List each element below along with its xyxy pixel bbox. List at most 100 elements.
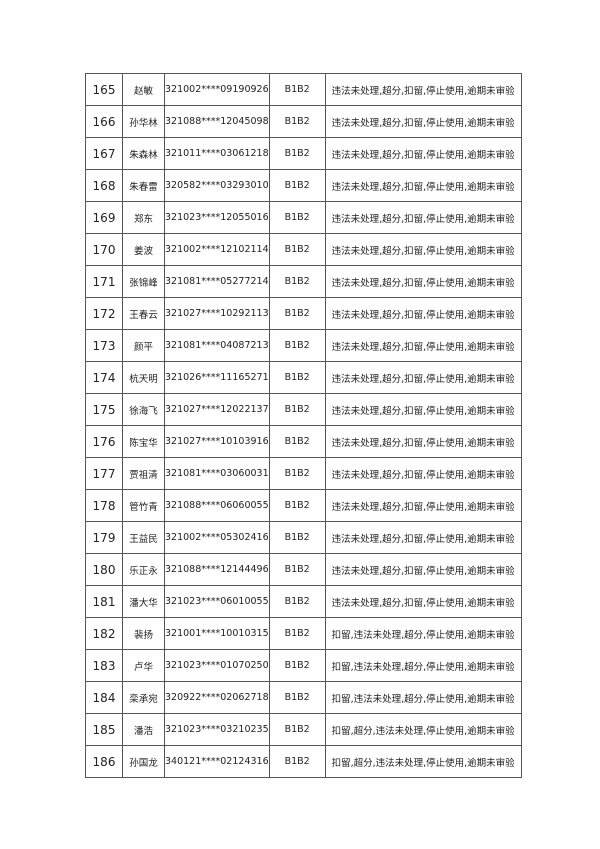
license-type-cell: B1B2 [268, 265, 326, 298]
name-cell: 徐海飞 [122, 393, 165, 426]
id-number-cell: 340121****02124316 [164, 745, 270, 778]
id-number-cell: 321088****06060055 [164, 489, 270, 522]
row-number: 170 [85, 233, 123, 266]
row-number: 186 [85, 745, 123, 778]
status-cell: 违法未处理,超分,扣留,停止使用,逾期未审验 [324, 105, 522, 138]
name-cell: 裴扬 [122, 617, 165, 650]
status-cell: 违法未处理,超分,扣留,停止使用,逾期未审验 [324, 521, 522, 554]
id-number-cell: 321023****01070250 [164, 649, 270, 682]
license-type-cell: B1B2 [268, 201, 326, 234]
license-type-cell: B1B2 [268, 329, 326, 362]
status-cell: 违法未处理,超分,扣留,停止使用,逾期未审验 [324, 265, 522, 298]
table-row: 165 赵敏 321002****09190926 B1B2 违法未处理,超分,扣留,停… [85, 73, 522, 106]
table-row: 174 杭天明 321026****11165271 B1B2 违法未处理,超分,扣留,… [85, 361, 522, 394]
table-row: 171 张锦峰 321081****05277214 B1B2 违法未处理,超分,扣留,… [85, 265, 522, 298]
license-type-cell: B1B2 [268, 457, 326, 490]
id-number-cell: 321002****09190926 [164, 73, 270, 106]
row-number: 171 [85, 265, 123, 298]
table-row: 175 徐海飞 321027****12022137 B1B2 违法未处理,超分,扣留,… [85, 393, 522, 426]
license-table: 165 赵敏 321002****09190926 B1B2 违法未处理,超分,扣留,停… [85, 73, 522, 778]
id-number-cell: 321011****03061218 [164, 137, 270, 170]
license-type-cell: B1B2 [268, 649, 326, 682]
status-cell: 违法未处理,超分,扣留,停止使用,逾期未审验 [324, 361, 522, 394]
table-row: 182 裴扬 321001****10010315 B1B2 扣留,违法未处理,超分,停… [85, 617, 522, 650]
license-type-cell: B1B2 [268, 521, 326, 554]
table-row: 172 王春云 321027****10292113 B1B2 违法未处理,超分,扣留,… [85, 297, 522, 330]
name-cell: 姜波 [122, 233, 165, 266]
name-cell: 栾承宛 [122, 681, 165, 714]
row-number: 165 [85, 73, 123, 106]
license-type-cell: B1B2 [268, 361, 326, 394]
row-number: 167 [85, 137, 123, 170]
status-cell: 违法未处理,超分,扣留,停止使用,逾期未审验 [324, 201, 522, 234]
id-number-cell: 321001****10010315 [164, 617, 270, 650]
license-type-cell: B1B2 [268, 425, 326, 458]
name-cell: 赵敏 [122, 73, 165, 106]
row-number: 179 [85, 521, 123, 554]
license-type-cell: B1B2 [268, 105, 326, 138]
license-type-cell: B1B2 [268, 617, 326, 650]
license-type-cell: B1B2 [268, 745, 326, 778]
name-cell: 卢华 [122, 649, 165, 682]
id-number-cell: 321081****03060031 [164, 457, 270, 490]
status-cell: 违法未处理,超分,扣留,停止使用,逾期未审验 [324, 585, 522, 618]
row-number: 182 [85, 617, 123, 650]
status-cell: 违法未处理,超分,扣留,停止使用,逾期未审验 [324, 233, 522, 266]
row-number: 185 [85, 713, 123, 746]
row-number: 176 [85, 425, 123, 458]
id-number-cell: 321088****12045098 [164, 105, 270, 138]
id-number-cell: 321027****10103916 [164, 425, 270, 458]
row-number: 180 [85, 553, 123, 586]
status-cell: 违法未处理,超分,扣留,停止使用,逾期未审验 [324, 329, 522, 362]
status-cell: 违法未处理,超分,扣留,停止使用,逾期未审验 [324, 457, 522, 490]
row-number: 175 [85, 393, 123, 426]
name-cell: 王益民 [122, 521, 165, 554]
status-cell: 违法未处理,超分,扣留,停止使用,逾期未审验 [324, 393, 522, 426]
status-cell: 违法未处理,超分,扣留,停止使用,逾期未审验 [324, 297, 522, 330]
table-row: 170 姜波 321002****12102114 B1B2 违法未处理,超分,扣留,停… [85, 233, 522, 266]
license-type-cell: B1B2 [268, 233, 326, 266]
license-type-cell: B1B2 [268, 137, 326, 170]
status-cell: 违法未处理,超分,扣留,停止使用,逾期未审验 [324, 489, 522, 522]
name-cell: 潘大华 [122, 585, 165, 618]
name-cell: 管竹青 [122, 489, 165, 522]
license-type-cell: B1B2 [268, 585, 326, 618]
license-type-cell: B1B2 [268, 73, 326, 106]
status-cell: 扣留,违法未处理,超分,停止使用,逾期未审验 [324, 681, 522, 714]
name-cell: 朱森林 [122, 137, 165, 170]
id-number-cell: 321081****05277214 [164, 265, 270, 298]
row-number: 173 [85, 329, 123, 362]
status-cell: 违法未处理,超分,扣留,停止使用,逾期未审验 [324, 137, 522, 170]
row-number: 178 [85, 489, 123, 522]
status-cell: 扣留,超分,违法未处理,停止使用,逾期未审验 [324, 713, 522, 746]
license-type-cell: B1B2 [268, 681, 326, 714]
license-type-cell: B1B2 [268, 169, 326, 202]
license-type-cell: B1B2 [268, 393, 326, 426]
row-number: 172 [85, 297, 123, 330]
row-number: 184 [85, 681, 123, 714]
table-row: 176 陈宝华 321027****10103916 B1B2 违法未处理,超分,扣留,… [85, 425, 522, 458]
status-cell: 违法未处理,超分,扣留,停止使用,逾期未审验 [324, 169, 522, 202]
name-cell: 郑东 [122, 201, 165, 234]
id-number-cell: 321026****11165271 [164, 361, 270, 394]
name-cell: 颜平 [122, 329, 165, 362]
name-cell: 张锦峰 [122, 265, 165, 298]
table-row: 169 郑东 321023****12055016 B1B2 违法未处理,超分,扣留,停… [85, 201, 522, 234]
name-cell: 陈宝华 [122, 425, 165, 458]
table-row: 183 卢华 321023****01070250 B1B2 扣留,违法未处理,超分,停… [85, 649, 522, 682]
id-number-cell: 321027****10292113 [164, 297, 270, 330]
id-number-cell: 320582****03293010 [164, 169, 270, 202]
table-row: 185 潘浩 321023****03210235 B1B2 扣留,超分,违法未处理,停… [85, 713, 522, 746]
id-number-cell: 321081****04087213 [164, 329, 270, 362]
name-cell: 朱春雷 [122, 169, 165, 202]
name-cell: 孙国龙 [122, 745, 165, 778]
table-row: 184 栾承宛 320922****02062718 B1B2 扣留,违法未处理,超分,… [85, 681, 522, 714]
table-row: 166 孙华林 321088****12045098 B1B2 违法未处理,超分,扣留,… [85, 105, 522, 138]
id-number-cell: 321002****12102114 [164, 233, 270, 266]
row-number: 181 [85, 585, 123, 618]
row-number: 177 [85, 457, 123, 490]
id-number-cell: 321023****12055016 [164, 201, 270, 234]
id-number-cell: 321088****12144496 [164, 553, 270, 586]
status-cell: 违法未处理,超分,扣留,停止使用,逾期未审验 [324, 425, 522, 458]
status-cell: 违法未处理,超分,扣留,停止使用,逾期未审验 [324, 553, 522, 586]
